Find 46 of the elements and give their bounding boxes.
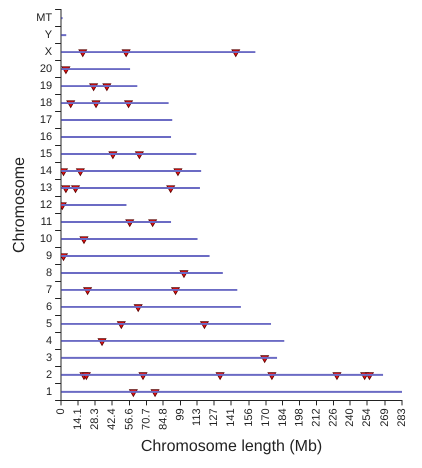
x-tick-label: 269 — [379, 408, 392, 427]
x-tick-label: 127 — [208, 408, 220, 427]
y-tick-label: 4 — [46, 334, 52, 347]
x-tick-label: 99 — [174, 408, 186, 421]
x-tick-label: 226 — [327, 408, 340, 427]
y-tick-label: 13 — [40, 182, 52, 194]
y-tick-label: 7 — [46, 284, 52, 296]
x-tick-label: 14.1 — [72, 408, 84, 430]
y-axis-title: Chromosome — [11, 156, 28, 254]
y-tick-label: 17 — [40, 114, 52, 126]
x-tick-label: 84.8 — [157, 408, 170, 430]
x-tick-label: 42.4 — [106, 408, 118, 430]
x-tick-label: 198 — [294, 408, 306, 427]
x-tick-label: 70.7 — [140, 408, 152, 430]
y-tick-label: 6 — [46, 300, 52, 313]
x-tick-label: 240 — [344, 408, 356, 427]
y-tick-label: 9 — [46, 250, 52, 262]
y-tick-label: 14 — [40, 165, 52, 178]
y-tick-label: 8 — [46, 266, 52, 279]
y-tick-label: 5 — [46, 318, 52, 330]
y-tick-label: 11 — [40, 216, 52, 228]
x-tick-label: 56.6 — [123, 408, 136, 430]
x-tick-label: 184 — [276, 408, 289, 427]
y-tick-label: X — [44, 46, 53, 58]
y-tick-label: 1 — [46, 386, 52, 398]
x-tick-label: 156 — [243, 408, 256, 427]
y-tick-label: 15 — [40, 148, 52, 160]
y-tick-label: 2 — [46, 368, 52, 381]
x-tick-label: 212 — [310, 408, 322, 427]
x-tick-label: 28.3 — [89, 408, 102, 430]
x-tick-label: 141 — [224, 408, 237, 427]
y-tick-label: 3 — [46, 352, 52, 364]
x-tick-label: 170 — [260, 408, 272, 427]
y-tick-label: 19 — [40, 80, 52, 92]
y-tick-label: Y — [44, 29, 53, 42]
y-tick-label: 20 — [40, 63, 52, 76]
x-axis-title: Chromosome length (Mb) — [140, 438, 322, 455]
y-tick-label: 18 — [40, 97, 52, 110]
x-tick-label: 0 — [55, 408, 68, 415]
x-tick-label: 283 — [396, 408, 408, 427]
y-tick-label: MT — [36, 12, 52, 24]
y-tick-label: 16 — [40, 131, 52, 144]
y-tick-label: 10 — [40, 233, 52, 246]
x-tick-label: 254 — [361, 408, 374, 427]
y-tick-label: 12 — [40, 199, 52, 212]
x-tick-label: 113 — [191, 408, 204, 426]
